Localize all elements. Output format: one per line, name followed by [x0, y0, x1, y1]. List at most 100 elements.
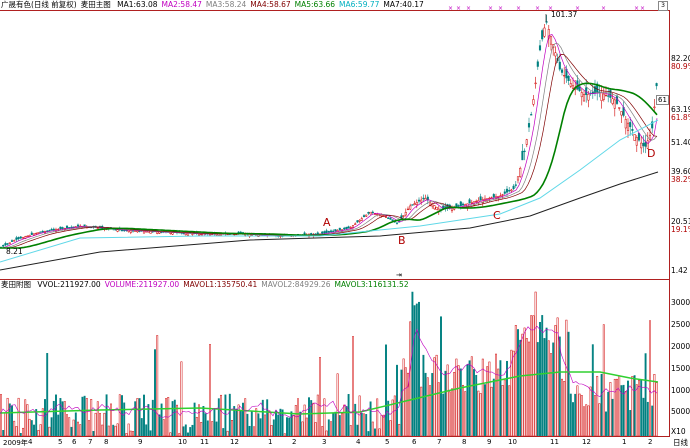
- date-tick-label: 6: [72, 438, 77, 446]
- vol-value-5: MAVOL3:116131.52: [334, 280, 409, 289]
- volume-bar: [420, 386, 423, 437]
- candle-body: [516, 176, 520, 181]
- sub-indicator-name[interactable]: 麦田附图: [1, 280, 31, 289]
- price-tick-label: 39.60: [671, 167, 690, 176]
- volume-bar: [22, 427, 24, 437]
- volume-bar: [239, 410, 242, 437]
- candle-body: [28, 235, 31, 237]
- corner-badge[interactable]: 3: [658, 1, 668, 11]
- candle-body: [567, 75, 570, 81]
- vol-value-2: VOLUME:211927.00: [104, 280, 180, 289]
- volume-bar: [242, 402, 244, 437]
- period-label[interactable]: 日线: [673, 438, 688, 447]
- candle-body: [415, 202, 418, 205]
- signal-marker: ×: [498, 5, 504, 12]
- indicator-name[interactable]: 麦田主图: [80, 0, 111, 9]
- volume-bar: [257, 413, 260, 437]
- candle-body: [420, 199, 423, 203]
- signal-marker: ×: [456, 5, 462, 12]
- candle-body: [2, 245, 5, 247]
- candle-body: [59, 226, 62, 230]
- volume-bar: [429, 385, 431, 437]
- date-tick-label: 8: [462, 438, 467, 446]
- candle-body: [316, 232, 319, 235]
- volume-bar: [114, 425, 117, 437]
- volume-bar: [24, 399, 27, 437]
- volume-bar: [17, 397, 20, 437]
- volume-bar: [501, 385, 504, 437]
- volume-bar: [365, 414, 368, 437]
- volume-bar: [486, 366, 489, 437]
- candle-body: [558, 61, 561, 70]
- date-tick-label: 5: [58, 438, 63, 446]
- volume-bar: [466, 364, 469, 437]
- volume-bar: [393, 395, 396, 437]
- candle-body: [50, 228, 53, 231]
- volume-bar: [217, 398, 220, 437]
- signal-marker: ×: [488, 5, 494, 12]
- candle-body: [409, 205, 412, 210]
- volume-bar: [371, 421, 374, 437]
- volume-bar: [446, 364, 449, 437]
- volume-bar: [455, 358, 458, 437]
- volume-bar: [479, 393, 482, 437]
- volume-bar: [385, 344, 387, 437]
- ma-value-6: MA6:59.77: [339, 0, 380, 9]
- candle-body: [538, 45, 542, 51]
- candle-body: [433, 205, 436, 210]
- volume-bar: [402, 358, 405, 437]
- candle-body: [633, 134, 636, 141]
- signal-marker: ×: [448, 5, 454, 12]
- volume-bar: [569, 393, 572, 437]
- scroll-arrow-icon[interactable]: ⇥: [396, 271, 402, 279]
- candle-body: [549, 36, 553, 45]
- candle-body: [510, 189, 513, 192]
- candle-body: [26, 235, 29, 238]
- candle-body: [17, 237, 20, 240]
- price-tick-label: 1.42: [671, 266, 688, 275]
- candle-body: [351, 225, 355, 228]
- annotation-D: D: [647, 147, 656, 160]
- volume-bar: [272, 419, 275, 437]
- volume-bar: [567, 331, 570, 437]
- volume-bar: [178, 433, 181, 437]
- volume-bar: [644, 353, 647, 437]
- volume-bar: [578, 393, 581, 437]
- volume-bar: [123, 402, 126, 437]
- volume-bar: [607, 391, 610, 437]
- candle-body: [626, 122, 630, 131]
- candle-body: [142, 230, 146, 234]
- candle-body: [171, 232, 174, 235]
- volume-bar: [426, 377, 429, 437]
- signal-marker: ×: [548, 5, 554, 12]
- volume-bar: [319, 357, 321, 437]
- volume-bar: [112, 424, 115, 437]
- volume-bar: [525, 338, 528, 437]
- annotation-A: A: [323, 216, 331, 229]
- volume-bar: [244, 398, 247, 437]
- vol-value-4: MAVOL2:84929.26: [261, 280, 331, 289]
- volume-bar: [206, 420, 209, 437]
- volume-bar: [151, 399, 154, 437]
- candle-body: [39, 231, 42, 233]
- candle-body: [13, 240, 16, 242]
- volume-bar: [61, 401, 64, 437]
- candle-body: [402, 215, 405, 217]
- volume-bar: [563, 381, 566, 437]
- candle-body: [404, 212, 407, 216]
- volume-bar: [250, 411, 253, 437]
- candle-body: [96, 227, 99, 229]
- candle-body: [541, 30, 544, 40]
- volume-bar: [4, 412, 7, 437]
- volume-bar: [143, 394, 145, 437]
- volume-bar: [277, 414, 280, 437]
- candle-body: [367, 212, 370, 214]
- volume-bar: [301, 421, 304, 437]
- candle-body: [384, 216, 388, 219]
- volume-bar: [44, 399, 46, 437]
- volume-bar: [237, 404, 240, 437]
- volume-bar: [336, 373, 339, 437]
- volume-bar: [94, 412, 97, 437]
- volume-bar: [550, 353, 552, 437]
